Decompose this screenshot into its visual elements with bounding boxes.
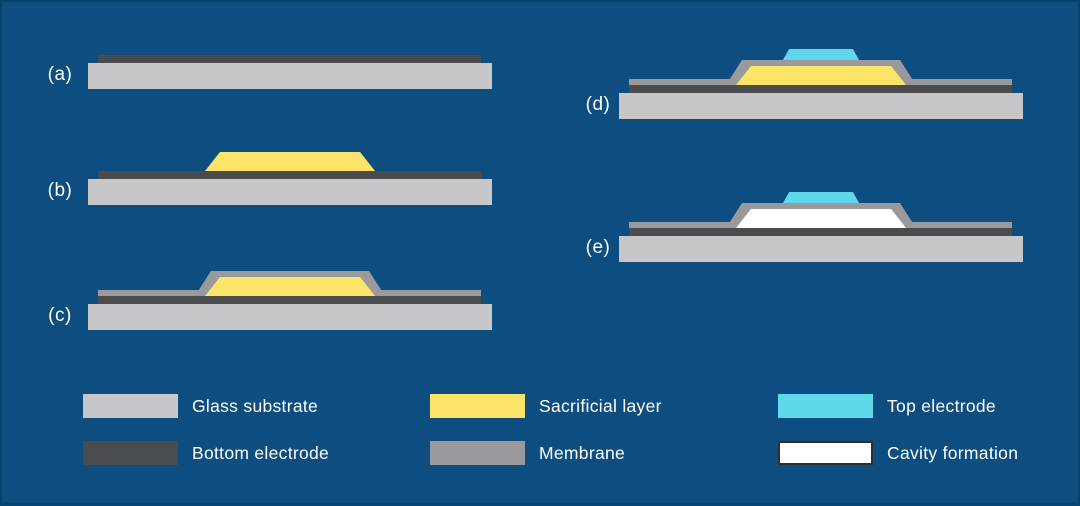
- step-label-d: (d): [585, 94, 611, 115]
- layer-cavity: [736, 209, 906, 228]
- step-label-b: (b): [47, 180, 73, 201]
- layer-glass-substrate: [619, 93, 1023, 119]
- legend-swatch-sacrificial-layer: [430, 394, 525, 418]
- legend-swatch-bottom-electrode: [83, 441, 178, 465]
- layer-glass-substrate: [619, 236, 1023, 262]
- layer-bottom-electrode: [629, 228, 1012, 236]
- layer-sacrificial-layer: [205, 152, 375, 171]
- legend-item-glass-substrate: Glass substrate: [83, 394, 318, 418]
- layer-glass-substrate: [88, 63, 492, 89]
- step-label-e: (e): [585, 237, 611, 258]
- layer-bottom-electrode: [98, 55, 481, 63]
- layer-sacrificial-layer: [736, 66, 906, 85]
- legend-label: Bottom electrode: [192, 443, 330, 463]
- process-step-c: (c): [48, 250, 492, 330]
- step-label-a: (a): [47, 64, 73, 85]
- process-step-e: (e): [586, 182, 1023, 262]
- layer-bottom-electrode: [629, 85, 1012, 93]
- legend-item-top-electrode: Top electrode: [778, 394, 996, 418]
- legend-label: Sacrificial layer: [539, 396, 662, 416]
- figure-bottom-edge: [0, 503, 1080, 506]
- step-label-c: (c): [48, 305, 72, 326]
- legend-swatch-glass-substrate: [83, 394, 178, 418]
- legend-item-membrane: Membrane: [430, 441, 625, 465]
- layer-bottom-electrode: [98, 296, 481, 304]
- process-step-a: (a): [48, 9, 492, 89]
- legend-item-bottom-electrode: Bottom electrode: [83, 441, 329, 465]
- legend-item-sacrificial-layer: Sacrificial layer: [430, 394, 662, 418]
- legend-swatch-membrane: [430, 441, 525, 465]
- legend-swatch-top-electrode: [778, 394, 873, 418]
- legend-label: Membrane: [539, 443, 626, 463]
- legend-label: Glass substrate: [192, 396, 319, 416]
- layer-bottom-electrode: [98, 171, 481, 179]
- legend-label: Top electrode: [887, 396, 996, 416]
- layer-glass-substrate: [88, 304, 492, 330]
- layer-sacrificial-layer: [205, 277, 375, 296]
- legend-item-cavity-formation: Cavity formation: [778, 441, 1018, 465]
- layer-top-electrode: [783, 192, 859, 203]
- layer-glass-substrate: [88, 179, 492, 205]
- process-step-d: (d): [586, 39, 1023, 119]
- legend-label: Cavity formation: [887, 443, 1019, 463]
- layer-top-electrode: [783, 49, 859, 60]
- legend-swatch-cavity-formation: [778, 441, 873, 465]
- process-step-b: (b): [48, 125, 492, 205]
